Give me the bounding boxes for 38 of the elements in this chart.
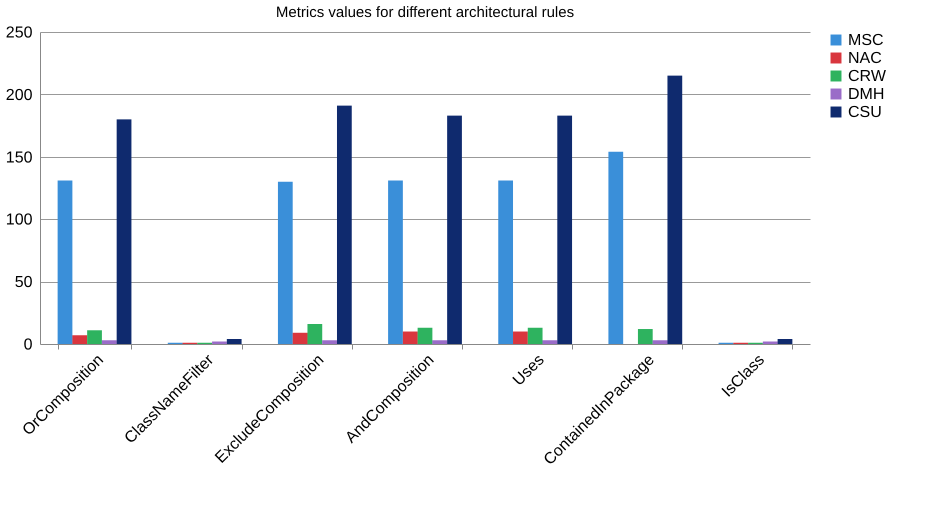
bar <box>58 180 72 344</box>
bar <box>667 76 682 344</box>
legend-label: NAC <box>848 50 882 67</box>
bar <box>226 339 242 344</box>
legend-label: DMH <box>848 86 884 103</box>
bar <box>278 182 293 344</box>
y-tick-label: 200 <box>6 86 33 104</box>
bar <box>116 119 132 344</box>
bar <box>608 152 624 344</box>
chart-title: Metrics values for different architectural rules <box>276 4 574 21</box>
bar <box>447 116 462 344</box>
y-tick-label: 150 <box>6 149 33 166</box>
legend-label: MSC <box>848 32 884 49</box>
bar <box>557 116 572 344</box>
y-tick-label: 100 <box>6 212 33 229</box>
bar <box>388 180 403 344</box>
bar <box>292 332 308 344</box>
bar <box>528 328 543 344</box>
y-tick-label: 250 <box>6 24 33 42</box>
bar <box>418 328 432 344</box>
bar <box>322 340 337 344</box>
y-tick-label: 50 <box>14 274 33 292</box>
bar <box>542 340 558 344</box>
legend-label: CSU <box>848 104 882 121</box>
bar <box>72 335 88 344</box>
bar <box>102 340 117 344</box>
bar <box>432 340 448 344</box>
bar <box>402 332 418 344</box>
bar <box>513 332 528 344</box>
bar <box>87 330 102 344</box>
bar <box>778 339 792 344</box>
bar <box>652 340 668 344</box>
bar <box>638 329 653 344</box>
bar <box>307 324 322 344</box>
y-tick-label: 0 <box>24 336 33 354</box>
legend-label: CRW <box>848 68 887 85</box>
bar <box>498 180 514 344</box>
bar <box>336 106 352 344</box>
